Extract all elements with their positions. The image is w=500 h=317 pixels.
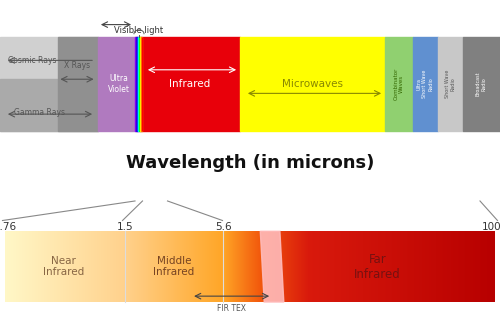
Text: Visible light: Visible light (114, 26, 164, 35)
Bar (240, 37, 385, 131)
Text: 0.76: 0.76 (0, 223, 16, 232)
Text: Wavelength (in microns): Wavelength (in microns) (126, 153, 374, 171)
Bar (412, 37, 438, 131)
Text: Short Wave
Radio: Short Wave Radio (444, 70, 456, 98)
Bar (139, 37, 140, 131)
Text: Gamma Rays: Gamma Rays (14, 108, 66, 117)
Text: Cosmic Rays: Cosmic Rays (8, 56, 57, 65)
Bar (0, 79, 98, 131)
Text: 1000: 1000 (482, 223, 500, 232)
Text: Near
Infrared: Near Infrared (43, 256, 84, 277)
Text: X Rays: X Rays (64, 61, 90, 69)
Text: Far
Infrared: Far Infrared (354, 253, 401, 281)
Text: Ultra
Short Wave
Radio: Ultra Short Wave Radio (416, 70, 434, 98)
Text: Microwaves: Microwaves (282, 79, 343, 89)
Text: Infrared: Infrared (170, 79, 210, 89)
Polygon shape (260, 231, 284, 302)
Bar (98, 37, 140, 131)
Bar (58, 37, 98, 131)
Bar (140, 37, 240, 131)
Bar (385, 37, 412, 131)
Text: Ultra
Violet: Ultra Violet (108, 74, 130, 94)
Text: Broadcast
Radio: Broadcast Radio (476, 72, 486, 96)
Text: FIR TEX: FIR TEX (217, 304, 246, 313)
Text: Combinator
Waves: Combinator Waves (394, 68, 404, 100)
Bar (140, 37, 141, 131)
Text: 5.6: 5.6 (214, 223, 232, 232)
Bar (141, 37, 142, 131)
Bar (136, 37, 138, 131)
Bar (0, 37, 98, 131)
Text: 1.5: 1.5 (116, 223, 134, 232)
Text: Middle
Infrared: Middle Infrared (154, 256, 194, 277)
Bar (138, 37, 139, 131)
Bar (438, 37, 462, 131)
Bar (462, 37, 500, 131)
Bar (135, 37, 136, 131)
